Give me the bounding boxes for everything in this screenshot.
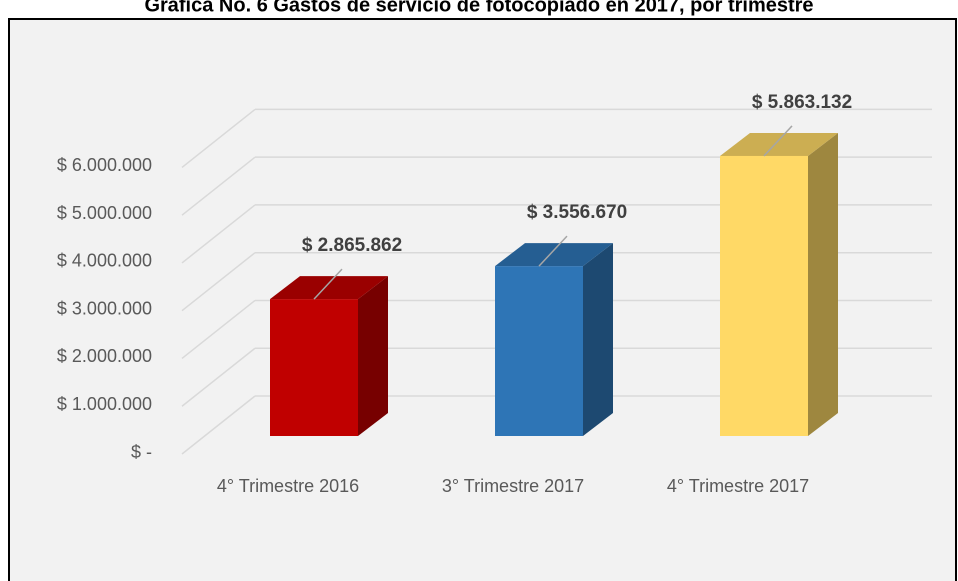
bar xyxy=(495,266,583,436)
y-tick-label: $ 3.000.000 xyxy=(57,298,152,318)
bar xyxy=(270,299,358,436)
y-tick-label: $ 1.000.000 xyxy=(57,394,152,414)
data-label: $ 5.863.132 xyxy=(752,92,852,113)
y-tick-label: $ 2.000.000 xyxy=(57,346,152,366)
grid-line xyxy=(181,108,256,168)
bar-top xyxy=(720,132,838,156)
chart-title: Gráfica No. 6 Gastos de servicio de foto… xyxy=(144,0,813,16)
y-tick-label: $ - xyxy=(131,442,152,462)
x-tick-label: 4° Trimestre 2016 xyxy=(217,476,359,496)
y-tick-label: $ 5.000.000 xyxy=(57,203,152,223)
leader-line xyxy=(538,235,568,267)
x-tick-label: 4° Trimestre 2017 xyxy=(667,476,809,496)
y-tick-label: $ 6.000.000 xyxy=(57,155,152,175)
leader-line xyxy=(313,268,343,300)
data-label: $ 3.556.670 xyxy=(527,202,627,223)
bar-top xyxy=(270,276,388,300)
grid-line xyxy=(181,156,256,216)
grid-line xyxy=(181,252,256,312)
bar-top xyxy=(495,243,613,267)
data-label: $ 2.865.862 xyxy=(302,235,402,256)
bar-side xyxy=(583,243,613,436)
bar-side xyxy=(808,132,838,436)
bar xyxy=(720,155,808,436)
grid-line xyxy=(181,347,256,407)
grid-line xyxy=(181,395,256,455)
bar-side xyxy=(358,276,388,436)
grid-line xyxy=(181,299,256,360)
y-tick-label: $ 4.000.000 xyxy=(57,251,152,271)
grid-line xyxy=(181,204,256,264)
leader-line xyxy=(763,125,793,157)
x-tick-label: 3° Trimestre 2017 xyxy=(442,476,584,496)
